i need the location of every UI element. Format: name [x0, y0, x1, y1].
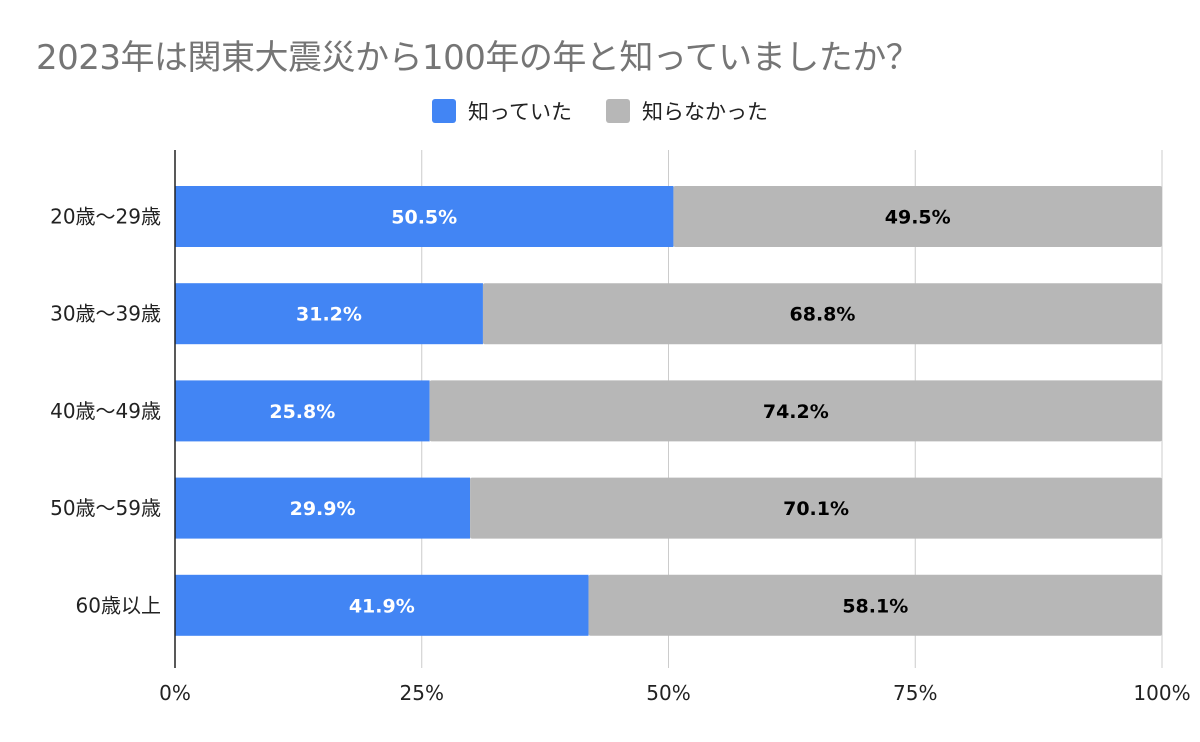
x-tick-label-4: 100% [1133, 681, 1190, 705]
chart-title: 2023年は関東大震災から100年の年と知っていましたか？ [36, 38, 920, 78]
category-label-4: 60歳以上 [76, 593, 161, 617]
x-tick-label-1: 25% [400, 681, 444, 705]
bar-unknown-2[interactable] [429, 380, 1162, 442]
x-tick-label-3: 75% [893, 681, 937, 705]
value-label-unknown-0: 49.5% [885, 207, 951, 229]
value-label-unknown-3: 70.1% [783, 498, 849, 520]
category-label-1: 30歳〜39歳 [50, 302, 161, 326]
bar-known-3[interactable] [175, 477, 471, 539]
bar-known-2[interactable] [175, 380, 430, 442]
bar-unknown-0[interactable] [673, 186, 1162, 247]
bar-known-0[interactable] [175, 186, 674, 247]
x-tick-label-2: 50% [646, 681, 690, 705]
value-label-unknown-2: 74.2% [763, 401, 829, 423]
category-label-0: 20歳〜29歳 [50, 205, 161, 229]
value-label-known-3: 29.9% [290, 498, 356, 520]
x-tick-label-0: 0% [159, 681, 191, 705]
value-label-unknown-1: 68.8% [790, 304, 856, 326]
legend-item-known[interactable]: 知っていた [432, 96, 572, 126]
bar-unknown-3[interactable] [470, 477, 1162, 539]
legend: 知っていた 知らなかった [0, 96, 1200, 126]
legend-label-known: 知っていた [468, 100, 572, 124]
legend-item-unknown[interactable]: 知らなかった [605, 96, 768, 126]
legend-swatch-unknown [605, 99, 630, 123]
legend-swatch-known [432, 99, 457, 123]
category-label-2: 40歳〜49歳 [50, 399, 161, 423]
value-label-known-0: 50.5% [391, 207, 457, 229]
value-label-known-2: 25.8% [269, 401, 335, 423]
value-label-known-1: 31.2% [296, 304, 362, 326]
bar-unknown-1[interactable] [482, 283, 1163, 345]
bar-unknown-4[interactable] [588, 574, 1162, 636]
bar-known-1[interactable] [175, 283, 483, 345]
category-label-3: 50歳〜59歳 [50, 496, 161, 520]
bar-known-4[interactable] [175, 574, 589, 636]
legend-label-unknown: 知らなかった [641, 100, 768, 124]
value-label-unknown-4: 58.1% [842, 595, 908, 617]
value-label-known-4: 41.9% [349, 595, 415, 617]
